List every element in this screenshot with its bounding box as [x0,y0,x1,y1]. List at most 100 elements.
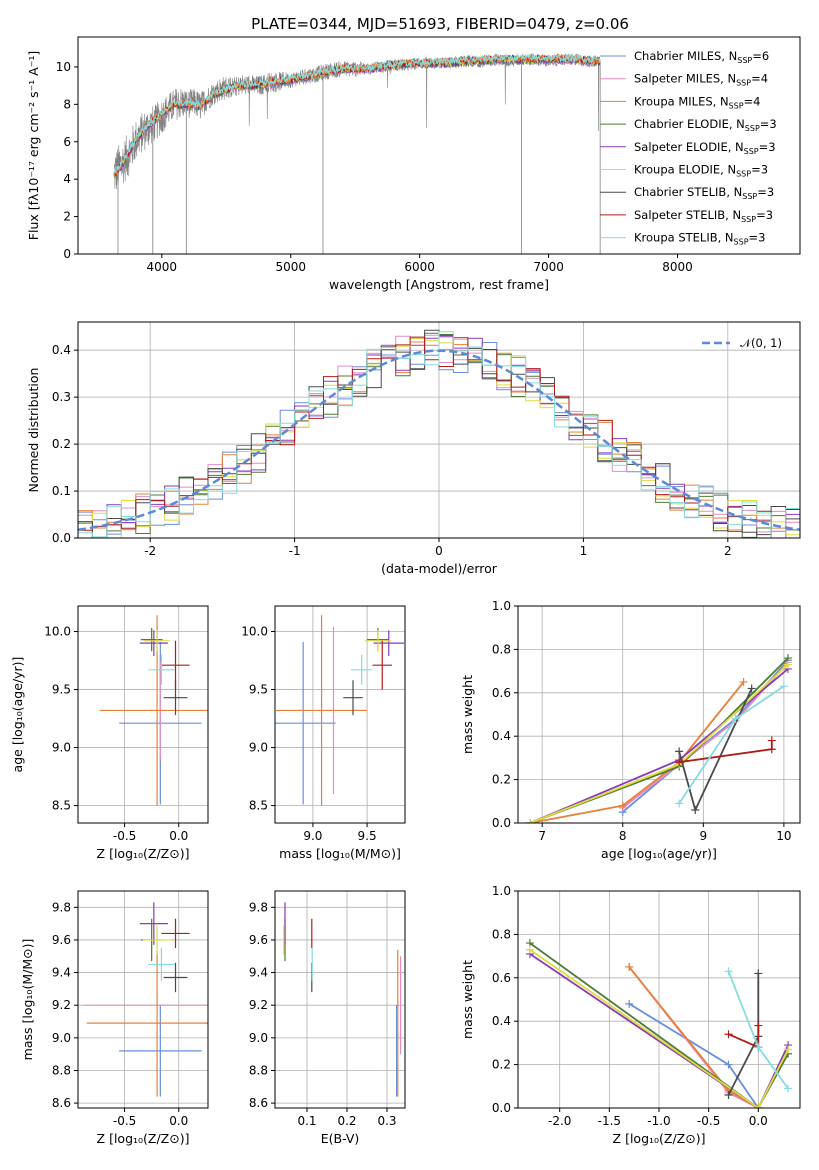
plot-area [526,654,792,823]
x-axis-label: Z [log₁₀(Z/Z⊙)] [97,846,190,861]
y-tick-label: 0 [63,247,71,261]
y-axis-label: mass weight [460,960,475,1039]
massweight-line [529,681,745,823]
x-tick-label: 6000 [404,260,435,274]
x-tick-label: 7 [538,829,546,843]
massweight-vs-age-panel: 7 8 9 10 0.0 0.2 0.4 0.6 0.8 1.0 age [log₁₀(age/yr… [460,599,801,861]
plot-area [283,902,402,1097]
y-tick-label: 9.5 [52,683,71,697]
massweight-marker [625,962,634,971]
y-axis-label: mass weight [460,675,475,754]
x-tick-label: 9.0 [303,829,322,843]
x-tick-label: 2 [724,544,732,558]
y-tick-label: 4 [63,172,71,186]
y-tick-label: 8.5 [249,799,268,813]
legend-label-main: Salpeter MILES, N [634,72,736,86]
y-tick-label: 0.4 [492,729,511,743]
y-tick-label: 0.6 [492,971,511,985]
x-tick-label: 0.0 [169,829,188,843]
legend-label-value: =3 [757,185,774,199]
x-tick-label: 0.2 [337,1114,356,1128]
plot-area [78,329,800,538]
x-tick-label: -1.5 [598,1114,621,1128]
x-tick-label: 1 [580,544,588,558]
y-tick-label: 10.0 [241,625,268,639]
y-tick-label: 9.2 [249,998,268,1012]
legend-label-main: Salpeter ELODIE, N [634,140,744,154]
massweight-marker [526,819,535,823]
axes-frame [77,890,209,1109]
plot-area [113,53,601,254]
y-tick-label: 0.2 [492,1058,511,1072]
massweight-marker [754,1104,763,1108]
legend-label-main: Chabrier STELIB, N [634,185,742,199]
y-tick-label: 9.8 [249,900,268,914]
y-tick-label: 2 [63,210,71,224]
y-tick-label: 8 [63,97,71,111]
axes-frame [517,605,801,824]
legend-label-main: Kroupa MILES, N [634,94,729,108]
legend-label-value: =3 [759,140,776,154]
y-tick-label: 9.4 [52,966,71,980]
legend-label: Kroupa MILES, NSSP=4 [634,94,760,110]
massweight-marker [767,736,776,745]
axes-frame [274,890,406,1109]
model-spectrum-line [113,53,601,174]
y-tick-label: 8.5 [52,799,71,813]
x-tick-label: 0.1 [297,1114,316,1128]
histogram-step [78,331,800,538]
x-tick-label: 9 [699,829,707,843]
x-tick-label: -0.5 [697,1114,720,1128]
legend-label: Salpeter MILES, NSSP=4 [634,72,768,88]
legend-label-sub: SSP [744,147,759,156]
y-tick-label: 0.2 [52,437,71,451]
massweight-marker [767,745,776,754]
x-axis-label: mass [log₁₀(M/M⊙)] [279,846,401,861]
legend-label: 𝒩(0, 1) [740,336,782,350]
data-spectrum-line [113,53,601,190]
x-tick-label: 5000 [275,260,306,274]
y-axis-label: Normed distribution [26,368,41,493]
y-tick-label: 0.4 [492,1014,511,1028]
legend-label-main: Chabrier MILES, N [634,49,737,63]
legend-label-value: =4 [744,94,761,108]
y-tick-label: 8.6 [52,1096,71,1110]
massweight-marker [675,747,684,756]
axes-frame [77,605,209,824]
x-axis-label: (data-model)/error [381,561,498,576]
legend-label: Chabrier MILES, NSSP=6 [634,49,769,65]
x-axis-label: wavelength [Angstrom, rest frame] [329,277,549,292]
y-tick-label: 0.8 [492,927,511,941]
massweight-marker [625,999,634,1008]
y-tick-label: 0.6 [492,686,511,700]
legend-label-sub: SSP [737,56,752,65]
x-tick-label: 7000 [533,260,564,274]
y-tick-label: 0.0 [52,531,71,545]
model-spectrum-line [113,53,601,176]
x-tick-label: -2.0 [548,1114,571,1128]
massweight-line [529,948,789,1108]
massweight-marker [747,684,756,693]
massweight-marker [731,714,740,723]
y-tick-label: 9.2 [52,998,71,1012]
massweight-marker [675,799,684,808]
x-tick-label: 8000 [662,260,693,274]
legend-label-sub: SSP [742,192,757,201]
y-tick-label: 10.0 [44,625,71,639]
massweight-marker [724,1060,733,1069]
legend-label-main: Kroupa STELIB, N [634,231,734,245]
y-tick-label: 10 [56,60,71,74]
massweight-marker [618,801,627,810]
y-axis-label: mass [log₁₀(M/M⊙)] [20,939,35,1061]
normal-reference-curve [78,349,800,532]
legend-label-value: =4 [751,72,768,86]
figure-title: PLATE=0344, MJD=51693, FIBERID=0479, z=0… [251,15,629,33]
legend-label: Kroupa ELODIE, NSSP=3 [634,163,768,179]
massweight-line [628,1003,760,1108]
x-axis-label: age [log₁₀(age/yr)] [601,846,717,861]
y-tick-label: 0.0 [492,816,511,830]
y-tick-label: 0.4 [52,343,71,357]
massweight-marker [784,1045,793,1054]
legend-label-value: =3 [751,163,768,177]
